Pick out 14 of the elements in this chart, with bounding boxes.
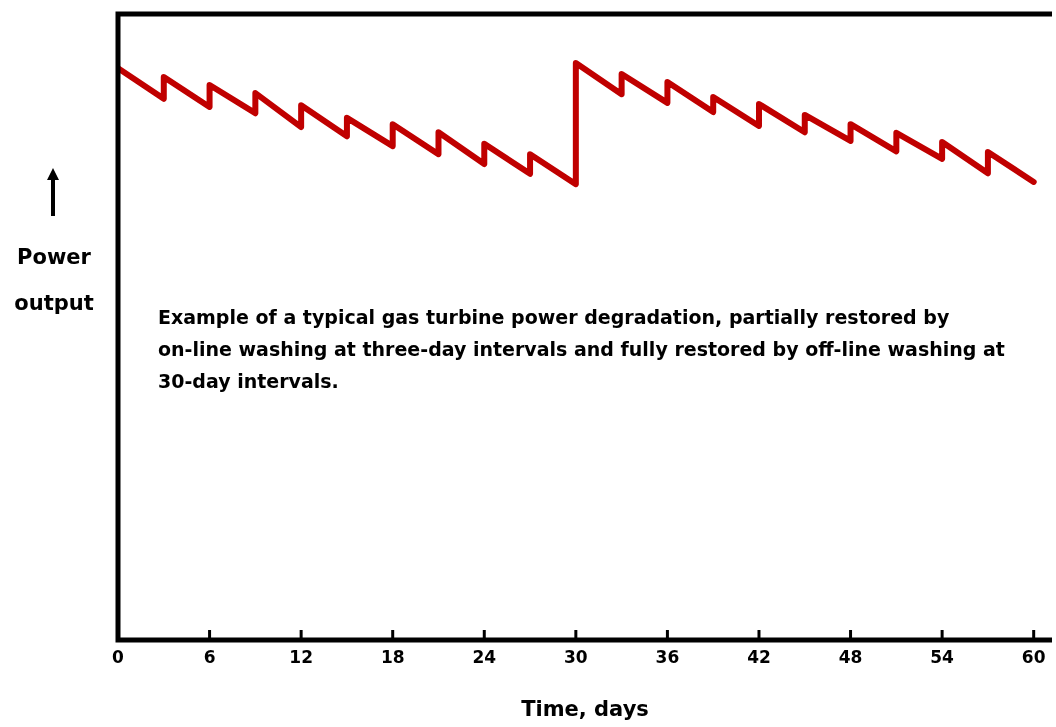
x-tick-label: 24 bbox=[472, 646, 497, 667]
annotation: Example of a typical gas turbine power degradation, partially restored by on-line washing at three-day intervals and fully restored by off-line washing at 30-day intervals. bbox=[158, 306, 1005, 393]
x-tick-label: 60 bbox=[1021, 646, 1046, 667]
x-tick-label: 30 bbox=[564, 646, 588, 667]
x-tick-label: 18 bbox=[380, 646, 405, 667]
x-tick-label: 48 bbox=[838, 646, 863, 667]
x-tick-label: 12 bbox=[289, 646, 313, 667]
x-tick-label: 0 bbox=[112, 646, 125, 667]
x-axis-title: Time, days bbox=[521, 696, 649, 721]
x-tick-label: 36 bbox=[655, 646, 680, 667]
x-tick-label: 6 bbox=[203, 646, 216, 667]
x-tick-label: 42 bbox=[747, 646, 771, 667]
x-tick-label: 54 bbox=[930, 646, 955, 667]
y-axis-title: Power output bbox=[13, 244, 95, 317]
